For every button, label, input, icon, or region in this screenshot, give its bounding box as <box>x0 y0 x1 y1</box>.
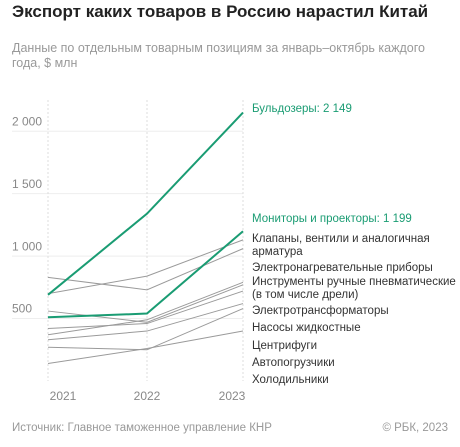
series-line <box>47 248 244 291</box>
y-tick-label: 500 <box>12 302 32 316</box>
series-line <box>47 239 244 295</box>
y-tick-label: 1 000 <box>12 239 42 253</box>
series-label: Автопогрузчики <box>252 357 335 369</box>
series-line <box>47 303 244 341</box>
y-tick-label: 2 000 <box>12 114 42 128</box>
series-label: Электронагревательные приборы <box>252 262 433 274</box>
x-tick-label: 2021 <box>50 389 77 403</box>
series-line <box>47 308 244 351</box>
y-tick-label: 1 500 <box>12 177 42 191</box>
series-label: Центрифуги <box>252 340 318 352</box>
series-label: Электротрансформаторы <box>252 305 389 317</box>
series-label: Инструменты ручные пневматические (в том… <box>252 276 456 301</box>
series-line <box>47 230 244 319</box>
series-line <box>47 111 244 296</box>
chart-subtitle: Данные по отдельным товарным позициям за… <box>12 41 425 70</box>
series-label: Холодильники <box>252 374 329 386</box>
x-tick-label: 2022 <box>134 389 161 403</box>
series-line <box>47 284 244 323</box>
series-label: Бульдозеры: 2 149 <box>252 103 352 115</box>
series-line <box>47 330 244 365</box>
x-tick-label: 2023 <box>219 389 246 403</box>
series-label: Клапаны, вентили и аналогичная арматура <box>252 233 430 258</box>
chart-title: Экспорт каких товаров в Россию нарастил … <box>12 2 429 21</box>
series-line <box>47 290 244 330</box>
source: Источник: Главное таможенное управление … <box>12 422 272 434</box>
series-line <box>47 281 244 336</box>
credit: © РБК, 2023 <box>382 422 448 434</box>
series-label: Мониторы и проекторы: 1 199 <box>252 213 412 225</box>
series-label: Насосы жидкостные <box>252 322 361 334</box>
